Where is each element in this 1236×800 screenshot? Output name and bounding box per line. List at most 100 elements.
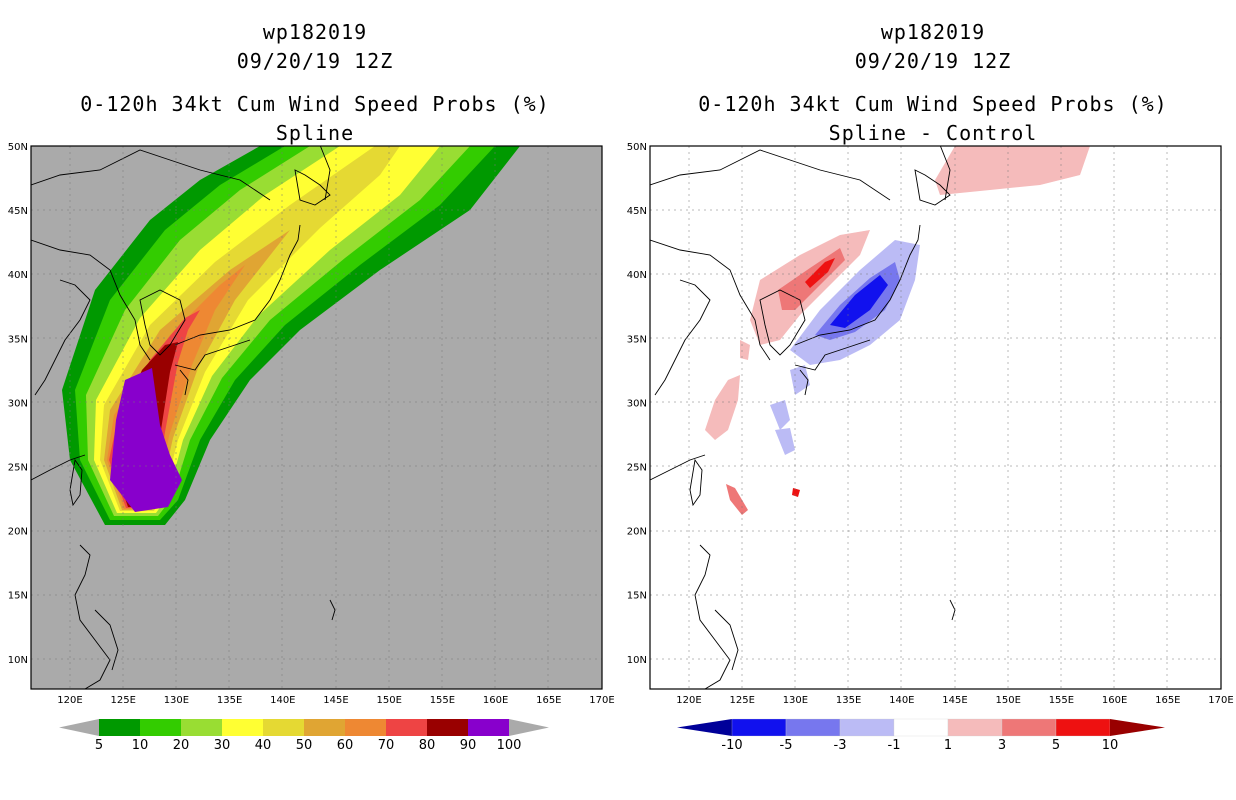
right-lon-label: 155E	[1049, 695, 1074, 706]
left-colorbar-swatch	[222, 719, 263, 736]
left-colorbar-label: 90	[460, 738, 477, 753]
left-colorbar-swatch	[140, 719, 181, 736]
right-coastlines	[650, 146, 956, 689]
right-storm-id: wp182019	[880, 20, 986, 44]
left-colorbar-swatch	[304, 719, 345, 736]
left-lon-label: 140E	[270, 695, 295, 706]
left-lat-label: 35N	[8, 334, 28, 345]
right-map-frame	[649, 145, 1222, 690]
left-colorbar-label: 100	[497, 738, 522, 753]
left-lon-label: 120E	[57, 695, 82, 706]
right-lat-label: 10N	[627, 655, 647, 666]
right-lon-label: 170E	[1208, 695, 1233, 706]
right-lon-label: 130E	[783, 695, 808, 706]
right-lat-label: 45N	[627, 206, 647, 217]
left-coastlines	[31, 146, 336, 689]
right-colorbar-low-arrow	[677, 719, 732, 736]
left-storm-id: wp182019	[262, 20, 368, 44]
right-colorbar-label: -3	[834, 738, 847, 753]
right-colorbar-swatch	[947, 718, 1003, 737]
left-colorbar-swatch	[99, 719, 140, 736]
right-lat-label: 15N	[627, 591, 647, 602]
left-product-title: 0-120h 34kt Cum Wind Speed Probs (%)	[80, 92, 550, 116]
left-datetime: 09/20/19 12Z	[236, 49, 394, 73]
left-colorbar-swatch	[181, 719, 222, 736]
right-lon-label: 150E	[995, 695, 1020, 706]
left-lon-label: 170E	[589, 695, 614, 706]
right-lat-label: 35N	[627, 334, 647, 345]
right-lon-label: 120E	[676, 695, 701, 706]
right-colorbar-swatch	[1001, 718, 1057, 737]
left-colorbar-swatch	[386, 719, 427, 736]
colorbars: 5 10 20 30 40 50 60 70 80 90 100 -10 -5 -3 -1 1 3 5 10	[59, 718, 1165, 753]
right-colorbar-swatch	[785, 718, 841, 737]
right-colorbar-high-arrow	[1110, 719, 1165, 736]
left-colorbar-low-arrow	[59, 719, 99, 736]
right-gridlines	[650, 146, 1221, 689]
left-lon-label: 155E	[430, 695, 455, 706]
left-lat-label: 45N	[8, 206, 28, 217]
right-lon-label: 135E	[836, 695, 861, 706]
right-colorbar-swatch	[839, 718, 895, 737]
right-datetime: 09/20/19 12Z	[854, 49, 1012, 73]
left-gridlines	[31, 146, 602, 689]
right-lat-label: 50N	[627, 142, 647, 153]
left-lon-label: 125E	[110, 695, 135, 706]
left-colorbar-label: 40	[255, 738, 272, 753]
right-lon-label: 160E	[1102, 695, 1127, 706]
left-lat-label: 25N	[8, 463, 28, 474]
right-lon-label: 140E	[889, 695, 914, 706]
left-lat-label: 30N	[8, 398, 28, 409]
left-lat-label: 10N	[8, 655, 28, 666]
left-map	[30, 145, 603, 690]
left-lat-label: 20N	[8, 527, 28, 538]
left-subtitle: Spline	[275, 121, 355, 145]
left-colorbar-label: 5	[95, 738, 103, 753]
left-lon-label: 165E	[536, 695, 561, 706]
left-colorbar-label: 70	[378, 738, 395, 753]
right-lat-label: 25N	[627, 463, 647, 474]
right-map	[649, 145, 1222, 690]
right-colorbar-label: -10	[721, 738, 742, 753]
right-colorbar-label: -5	[780, 738, 793, 753]
left-colorbar-swatch	[427, 719, 468, 736]
right-lon-label: 165E	[1155, 695, 1180, 706]
right-colorbar-swatch	[1055, 718, 1111, 737]
right-lon-label: 125E	[729, 695, 754, 706]
left-colorbar-label: 30	[214, 738, 231, 753]
left-colorbar-high-arrow	[509, 719, 549, 736]
left-colorbar-label: 10	[132, 738, 149, 753]
left-lat-label: 15N	[8, 591, 28, 602]
right-colorbar-label: 3	[998, 738, 1006, 753]
left-colorbar-label: 20	[173, 738, 190, 753]
left-lon-label: 135E	[217, 695, 242, 706]
left-colorbar-label: 80	[419, 738, 436, 753]
right-colorbar-label: 5	[1052, 738, 1060, 753]
left-lon-label: 145E	[323, 695, 348, 706]
right-subtitle: Spline - Control	[828, 121, 1038, 145]
right-lon-label: 145E	[942, 695, 967, 706]
right-product-title: 0-120h 34kt Cum Wind Speed Probs (%)	[698, 92, 1168, 116]
left-map-frame	[30, 145, 603, 690]
left-lon-label: 150E	[376, 695, 401, 706]
left-lon-label: 130E	[164, 695, 189, 706]
left-lat-label: 50N	[8, 142, 28, 153]
left-colorbar-swatch	[345, 719, 386, 736]
right-colorbar-label: 10	[1102, 738, 1119, 753]
left-lat-label: 40N	[8, 270, 28, 281]
diff-positive-areas	[705, 146, 1090, 515]
left-colorbar-label: 50	[296, 738, 313, 753]
right-lat-label: 30N	[627, 398, 647, 409]
right-colorbar-swatch	[731, 718, 787, 737]
swath-90-100	[110, 368, 182, 512]
left-lon-label: 160E	[483, 695, 508, 706]
right-lat-label: 20N	[627, 527, 647, 538]
left-colorbar-swatch	[263, 719, 304, 736]
axis-labels: 120E 125E 130E 135E 140E 145E 150E 155E 160E 165E…	[8, 142, 1234, 706]
right-colorbar-label: 1	[944, 738, 952, 753]
left-colorbar-label: 60	[337, 738, 354, 753]
diff-negative-areas	[770, 240, 920, 455]
right-colorbar-swatch	[893, 718, 949, 737]
right-lat-label: 40N	[627, 270, 647, 281]
